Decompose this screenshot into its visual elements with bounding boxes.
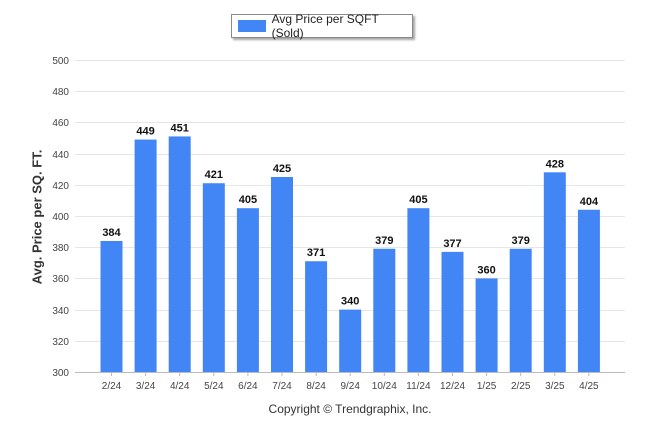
data-label: 379 bbox=[375, 235, 393, 247]
data-label: 340 bbox=[341, 296, 359, 308]
y-tick-label: 360 bbox=[52, 274, 69, 285]
data-label: 384 bbox=[102, 227, 121, 239]
bar[interactable] bbox=[441, 251, 464, 372]
data-label: 404 bbox=[580, 196, 599, 208]
data-label: 451 bbox=[171, 122, 189, 134]
bar[interactable] bbox=[236, 208, 259, 372]
legend: Avg Price per SQFT (Sold) bbox=[231, 12, 413, 40]
grid-lines bbox=[75, 60, 625, 373]
x-tick-label: 6/24 bbox=[238, 381, 258, 392]
bar[interactable] bbox=[339, 309, 362, 372]
y-tick-label: 300 bbox=[52, 368, 69, 379]
y-axis-ticks: 300 320 340 360 380 400 420 440 460 480 500 bbox=[52, 56, 69, 379]
y-tick-label: 500 bbox=[52, 56, 69, 67]
y-axis-label: Avg. Price per SQ. FT. bbox=[29, 149, 45, 285]
bar[interactable] bbox=[168, 136, 191, 372]
bar[interactable] bbox=[475, 278, 498, 372]
x-tick-label: 3/24 bbox=[136, 381, 156, 392]
bar[interactable] bbox=[100, 240, 123, 372]
x-tick-label: 9/24 bbox=[340, 381, 360, 392]
y-tick-label: 400 bbox=[52, 212, 69, 223]
x-tick-label: 5/24 bbox=[204, 381, 224, 392]
x-tick-label: 3/25 bbox=[545, 381, 565, 392]
y-tick-label: 420 bbox=[52, 181, 69, 192]
x-tick-label: 4/24 bbox=[170, 381, 190, 392]
bar[interactable] bbox=[305, 261, 328, 372]
data-label: 449 bbox=[136, 126, 154, 138]
bars bbox=[100, 136, 600, 372]
bar[interactable] bbox=[543, 172, 566, 372]
x-axis-ticks: 2/24 3/24 4/24 5/24 6/24 7/24 8/24 9/24 10/24 11/… bbox=[102, 372, 599, 392]
y-tick-label: 340 bbox=[52, 306, 69, 317]
data-label: 360 bbox=[477, 264, 495, 276]
x-tick-label: 11/24 bbox=[406, 381, 431, 392]
y-tick-label: 440 bbox=[52, 150, 69, 161]
data-label: 371 bbox=[307, 247, 325, 259]
x-tick-label: 7/24 bbox=[272, 381, 292, 392]
bar[interactable] bbox=[407, 208, 430, 372]
y-tick-label: 480 bbox=[52, 87, 69, 98]
y-tick-label: 380 bbox=[52, 243, 69, 254]
x-tick-label: 10/24 bbox=[372, 381, 397, 392]
x-tick-label: 4/25 bbox=[579, 381, 599, 392]
data-label: 405 bbox=[409, 194, 427, 206]
bar[interactable] bbox=[134, 139, 157, 372]
data-label: 377 bbox=[443, 238, 461, 250]
y-tick-label: 320 bbox=[52, 337, 69, 348]
x-tick-label: 1/25 bbox=[477, 381, 497, 392]
x-tick-label: 8/24 bbox=[306, 381, 326, 392]
data-label: 379 bbox=[512, 235, 530, 247]
x-tick-label: 12/24 bbox=[440, 381, 465, 392]
x-tick-label: 2/25 bbox=[511, 381, 531, 392]
bar[interactable] bbox=[373, 248, 396, 372]
legend-label: Avg Price per SQFT (Sold) bbox=[271, 12, 379, 40]
bar[interactable] bbox=[202, 183, 225, 372]
bar[interactable] bbox=[509, 248, 532, 372]
copyright-text: Copyright © Trendgraphix, Inc. bbox=[268, 402, 432, 416]
data-label: 405 bbox=[239, 194, 257, 206]
legend-swatch bbox=[238, 20, 266, 32]
bar[interactable] bbox=[271, 177, 293, 372]
data-label: 428 bbox=[546, 158, 564, 170]
bar[interactable] bbox=[577, 209, 600, 372]
data-label: 425 bbox=[273, 163, 291, 175]
y-tick-label: 460 bbox=[52, 118, 69, 129]
data-label: 421 bbox=[205, 169, 223, 181]
data-labels: 384 449 451 421 405 425 371 340 379 405 377 360 379 4… bbox=[102, 122, 599, 307]
x-tick-label: 2/24 bbox=[102, 381, 122, 392]
